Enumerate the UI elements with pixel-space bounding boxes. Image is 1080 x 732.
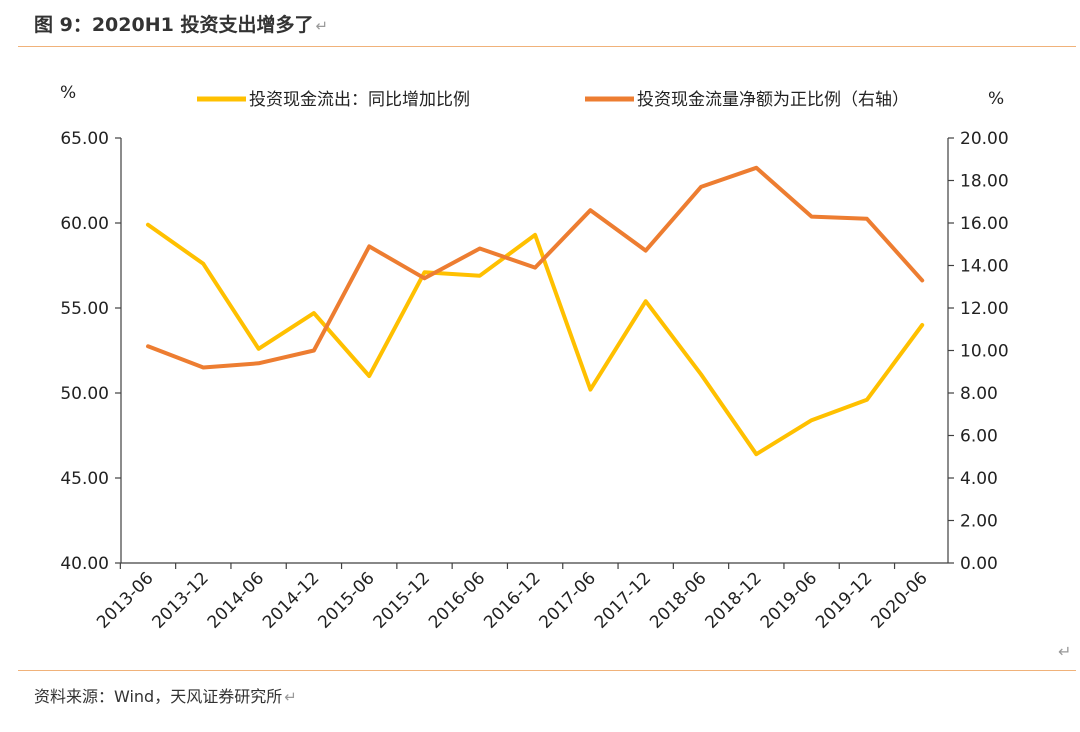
right-tick-label: 12.00	[960, 299, 1009, 319]
series-point-outflow	[146, 223, 150, 227]
right-tick-label: 0.00	[960, 554, 998, 574]
series-point-outflow	[257, 347, 261, 351]
x-tick-label: 2016-12	[480, 568, 544, 632]
x-tick-label: 2013-12	[148, 568, 212, 632]
x-tick-label: 2015-06	[314, 568, 378, 632]
series-point-netflow	[367, 244, 371, 248]
series-point-outflow	[920, 323, 924, 327]
x-tick-label: 2014-06	[204, 568, 268, 632]
series-point-netflow	[644, 249, 648, 253]
left-tick-label: 60.00	[60, 214, 109, 234]
line-chart: % % 投资现金流出：同比增加比例 投资现金流量净额为正比例（右轴） 40.00…	[60, 83, 1009, 633]
series-point-outflow	[478, 274, 482, 278]
figure-title-text: 图 9：2020H1 投资支出增多了	[34, 14, 314, 36]
source-return-icon: ↵	[284, 688, 297, 706]
series-point-outflow	[312, 311, 316, 315]
legend-label-outflow: 投资现金流出：同比增加比例	[249, 90, 470, 110]
series-point-outflow	[810, 418, 814, 422]
axes: 40.00 45.00 50.00 55.00 60.00 65.00 0.00 2.00 4.…	[60, 129, 1008, 633]
x-tick-label: 2019-06	[757, 568, 821, 632]
series-point-netflow	[533, 266, 537, 270]
right-axis-unit: %	[988, 89, 1004, 109]
corner-return-icon: ↵	[1058, 642, 1072, 661]
series-point-outflow	[367, 374, 371, 378]
series-point-outflow	[533, 233, 537, 237]
series-point-netflow	[312, 348, 316, 353]
series-point-netflow	[201, 365, 205, 370]
x-tick-label: 2016-06	[425, 568, 489, 632]
right-tick-label: 8.00	[960, 384, 998, 404]
series-point-netflow	[699, 185, 703, 189]
left-tick-label: 55.00	[60, 299, 109, 319]
series-point-outflow	[754, 452, 758, 456]
series-point-netflow	[422, 276, 427, 280]
right-tick-label: 10.00	[960, 342, 1009, 362]
left-tick-label: 65.00	[60, 129, 109, 149]
source-note: 资料来源：Wind，天风证券研究所 ↵	[34, 683, 297, 707]
right-tick-label: 2.00	[960, 512, 998, 532]
series-point-outflow	[699, 372, 703, 376]
series-layer	[146, 165, 925, 457]
x-tick-label: 2019-12	[812, 568, 876, 632]
top-divider	[18, 46, 1076, 47]
legend: 投资现金流出：同比增加比例 投资现金流量净额为正比例（右轴）	[197, 90, 909, 110]
source-text: 资料来源：Wind，天风证券研究所	[34, 687, 283, 706]
series-line-outflow	[146, 222, 925, 457]
left-tick-label: 50.00	[60, 384, 109, 404]
x-tick-label: 2018-12	[701, 568, 765, 632]
right-tick-label: 6.00	[960, 427, 998, 447]
legend-label-netflow: 投资现金流量净额为正比例（右轴）	[637, 90, 909, 110]
x-tick-label: 2015-12	[370, 568, 434, 632]
right-tick-label: 18.00	[960, 172, 1009, 192]
x-tick-label: 2017-06	[536, 568, 600, 632]
series-point-netflow	[920, 278, 924, 282]
series-point-outflow	[201, 262, 205, 266]
series-point-outflow	[588, 388, 593, 392]
series-point-netflow	[865, 217, 869, 221]
series-point-outflow	[644, 299, 648, 303]
series-point-outflow	[422, 270, 427, 274]
right-tick-label: 14.00	[960, 257, 1009, 277]
series-point-netflow	[588, 208, 593, 212]
left-axis-unit: %	[60, 83, 76, 103]
right-tick-label: 16.00	[960, 214, 1009, 234]
series-point-netflow	[257, 361, 261, 365]
series-point-netflow	[754, 166, 758, 170]
left-tick-label: 45.00	[60, 469, 109, 489]
right-tick-label: 4.00	[960, 469, 998, 489]
series-point-netflow	[810, 215, 814, 219]
x-tick-label: 2013-06	[93, 568, 157, 632]
series-point-netflow	[146, 344, 150, 348]
series-point-netflow	[478, 246, 482, 251]
x-tick-label: 2017-12	[591, 568, 655, 632]
series-point-outflow	[865, 398, 869, 402]
x-tick-label: 2018-06	[646, 568, 710, 632]
left-tick-label: 40.00	[60, 554, 109, 574]
bottom-divider	[18, 670, 1076, 671]
x-tick-label: 2020-06	[867, 568, 931, 632]
right-tick-label: 20.00	[960, 129, 1009, 149]
figure-title: 图 9：2020H1 投资支出增多了 ↵	[34, 10, 328, 37]
x-tick-label: 2014-12	[259, 568, 323, 632]
return-mark-icon: ↵	[315, 17, 329, 35]
